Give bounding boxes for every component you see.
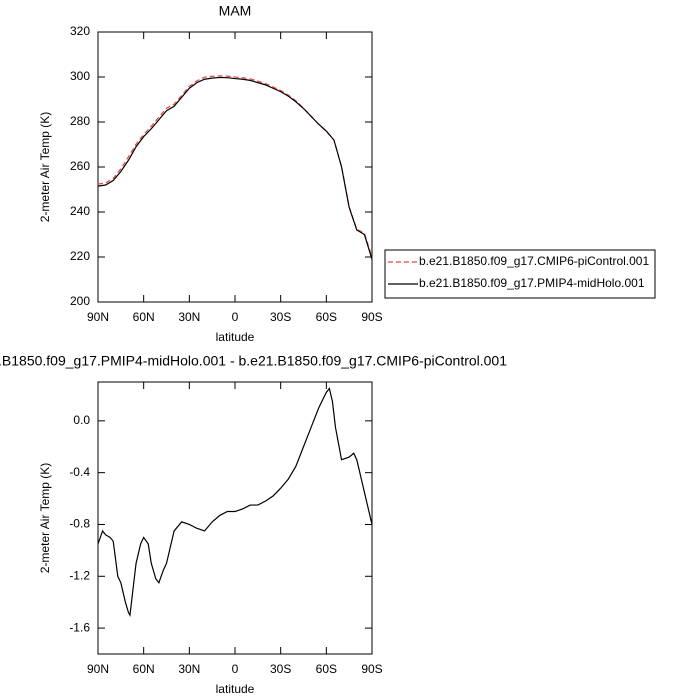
chart-title: MAM	[219, 3, 252, 19]
y-axis-label: 2-meter Air Temp (K)	[38, 112, 52, 222]
x-tick-label: 90N	[87, 310, 109, 324]
x-tick-label: 90S	[361, 310, 382, 324]
plot-frame	[97, 381, 373, 655]
legend-label: b.e21.B1850.f09_g17.CMIP6-piControl.001	[419, 254, 649, 268]
x-tick-label: 0	[232, 662, 239, 676]
x-tick-label: 60N	[133, 662, 155, 676]
data-line	[97, 75, 373, 258]
plot-frame	[97, 31, 373, 303]
data-line	[97, 387, 373, 617]
x-tick-label: 30S	[270, 310, 291, 324]
y-tick-label: 260	[70, 159, 90, 173]
y-tick-label: 240	[70, 204, 90, 218]
x-tick-label: 60S	[316, 310, 337, 324]
y-tick-label: 220	[70, 249, 90, 263]
x-tick-label: 0	[232, 310, 239, 324]
data-line	[97, 76, 373, 260]
y-axis-label: 2-meter Air Temp (K)	[38, 463, 52, 573]
y-tick-label: -0.8	[69, 517, 90, 531]
legend-label: b.e21.B1850.f09_g17.PMIP4-midHolo.001	[419, 276, 645, 290]
y-tick-label: 0.0	[73, 413, 90, 427]
y-tick-label: 280	[70, 114, 90, 128]
x-axis-label: latitude	[216, 682, 255, 696]
x-tick-label: 30N	[178, 662, 200, 676]
x-tick-label: 30N	[178, 310, 200, 324]
y-tick-label: 200	[70, 294, 90, 308]
y-tick-label: 300	[70, 69, 90, 83]
legend-box	[384, 249, 656, 299]
x-tick-label: 90S	[361, 662, 382, 676]
y-tick-label: -1.2	[69, 568, 90, 582]
x-tick-label: 60S	[316, 662, 337, 676]
x-tick-label: 90N	[87, 662, 109, 676]
y-tick-label: -1.6	[69, 620, 90, 634]
y-tick-label: 320	[70, 24, 90, 38]
x-tick-label: 60N	[133, 310, 155, 324]
y-tick-label: -0.4	[69, 465, 90, 479]
x-tick-label: 30S	[270, 662, 291, 676]
chart-title: b.e21.B1850.f09_g17.PMIP4-midHolo.001 - …	[0, 353, 507, 369]
x-axis-label: latitude	[216, 330, 255, 344]
